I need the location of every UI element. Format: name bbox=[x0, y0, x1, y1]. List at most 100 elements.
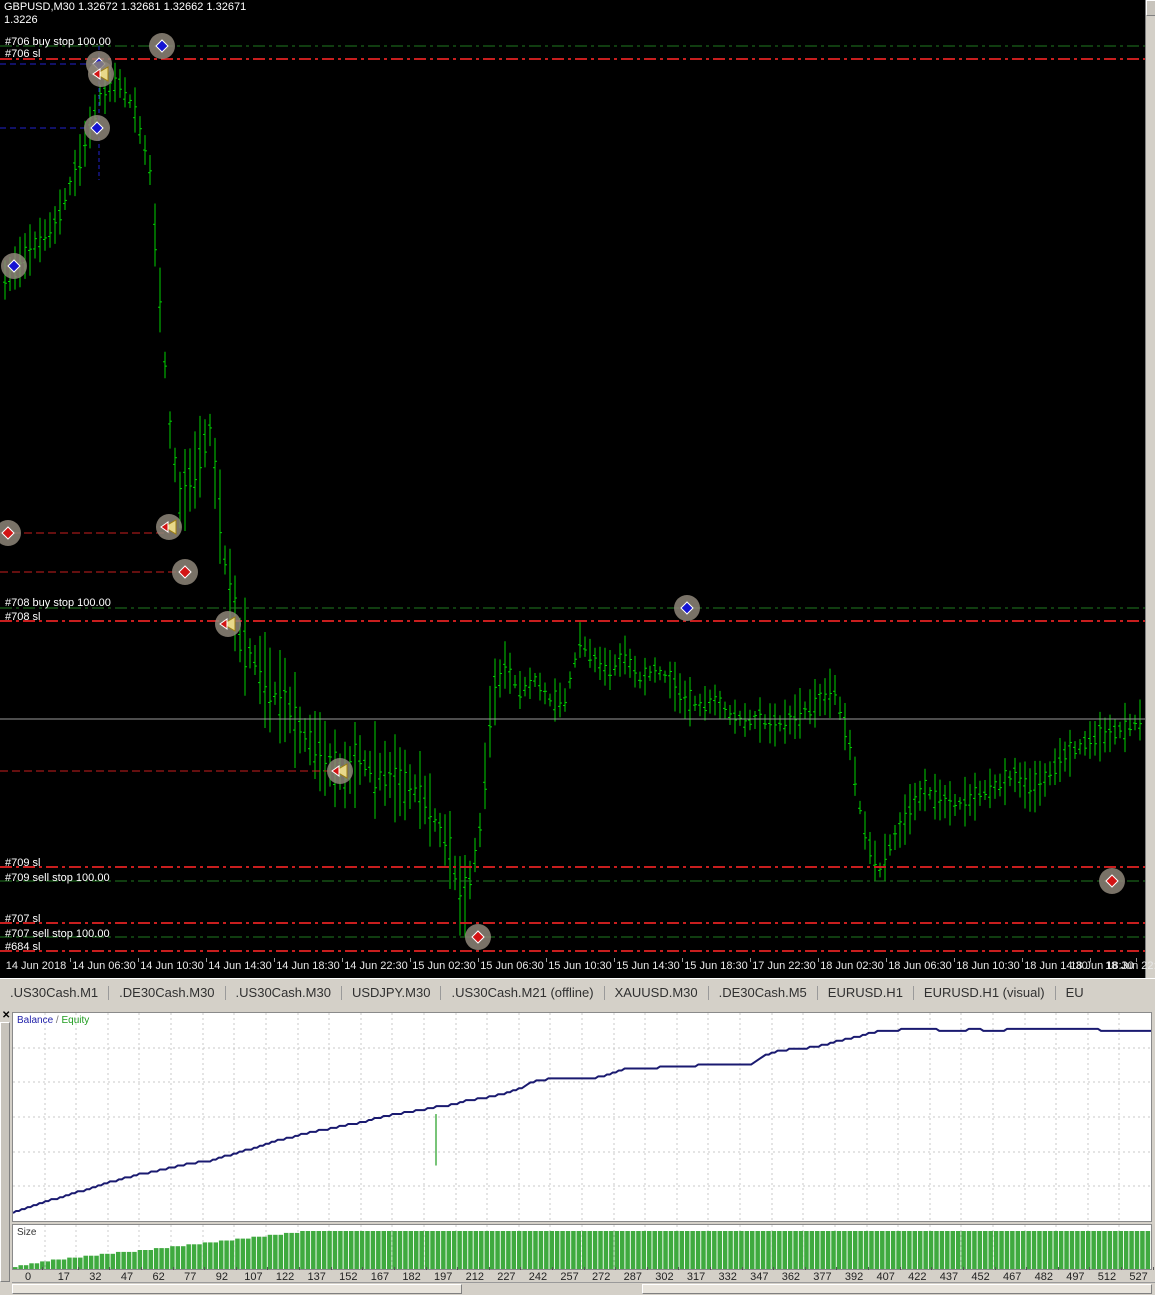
report-axis-tick-label: 452 bbox=[971, 1271, 990, 1283]
report-axis-tick-label: 32 bbox=[89, 1271, 102, 1283]
size-bar bbox=[208, 1242, 213, 1269]
size-bar bbox=[576, 1231, 582, 1269]
report-axis-tick-mark bbox=[109, 1267, 111, 1270]
size-bar bbox=[533, 1231, 538, 1269]
size-bar bbox=[1031, 1231, 1037, 1269]
size-bar bbox=[1096, 1231, 1102, 1269]
size-bar bbox=[766, 1231, 771, 1269]
size-bar bbox=[240, 1238, 246, 1269]
tab-us30cash-m21-offline[interactable]: .US30Cash.M21 (offline) bbox=[451, 985, 594, 1000]
report-axis-tick-label: 242 bbox=[528, 1271, 548, 1283]
chart-vertical-scrollbar[interactable] bbox=[1145, 0, 1155, 978]
size-bar bbox=[636, 1231, 641, 1269]
size-bar bbox=[321, 1231, 327, 1269]
time-axis-tick-mark bbox=[478, 958, 479, 962]
size-bar bbox=[787, 1231, 793, 1269]
price-chart[interactable]: GBPUSD,M30 1.32672 1.32681 1.32662 1.326… bbox=[0, 0, 1145, 978]
tab-separator bbox=[603, 986, 605, 1000]
size-bar bbox=[473, 1231, 479, 1269]
report-axis-tick-label: 287 bbox=[623, 1271, 642, 1283]
report-axis-tick-mark bbox=[77, 1267, 79, 1270]
tab-de30cash-m5[interactable]: .DE30Cash.M5 bbox=[718, 985, 807, 1000]
time-axis-tick-label: 18 Jun 06:30 bbox=[888, 960, 952, 972]
size-bar bbox=[180, 1246, 186, 1269]
time-axis-tick-mark bbox=[206, 958, 207, 962]
size-bar bbox=[522, 1231, 527, 1269]
tab-de30cash-m30[interactable]: .DE30Cash.M30 bbox=[119, 985, 215, 1000]
size-bar bbox=[18, 1265, 23, 1269]
report-axis-tick-mark bbox=[836, 1267, 838, 1270]
size-bar bbox=[191, 1244, 197, 1269]
chart-tab-strip[interactable]: .US30Cash.M1 .DE30Cash.M30 .US30Cash.M30 US… bbox=[0, 978, 1155, 1007]
tab-us30cash-m30[interactable]: .US30Cash.M30 bbox=[235, 985, 331, 1000]
size-bar bbox=[587, 1231, 592, 1269]
size-bar bbox=[983, 1231, 988, 1269]
size-bar bbox=[847, 1231, 853, 1269]
report-axis-tick-label: 167 bbox=[370, 1271, 390, 1283]
tab-usdjpy-m30[interactable]: USDJPY.M30 bbox=[351, 985, 431, 1000]
report-axis-tick-mark bbox=[646, 1267, 648, 1270]
size-bar bbox=[858, 1231, 863, 1269]
report-axis-tick-label: 512 bbox=[1097, 1271, 1117, 1283]
tab-eurusd-h1-visual[interactable]: EURUSD.H1 (visual) bbox=[923, 985, 1045, 1000]
size-bar bbox=[744, 1231, 750, 1269]
size-bar bbox=[83, 1255, 88, 1269]
balance-line bbox=[13, 1027, 1151, 1214]
balance-equity-chart[interactable]: Balance / Equity bbox=[12, 1012, 1152, 1222]
time-axis-tick-label: 14 Jun 2018 bbox=[5, 960, 67, 972]
size-bar bbox=[1145, 1231, 1151, 1269]
size-bar bbox=[143, 1250, 148, 1269]
size-bar bbox=[126, 1251, 132, 1269]
size-bar bbox=[50, 1259, 56, 1269]
size-bar bbox=[641, 1231, 647, 1269]
chart-vertical-scrollbar-thumb[interactable] bbox=[1146, 0, 1155, 16]
report-axis-tick-label: 317 bbox=[686, 1271, 706, 1283]
report-hscrollbar-thumb-right[interactable] bbox=[642, 1284, 1152, 1294]
time-axis-tick-mark bbox=[342, 958, 343, 962]
size-bar bbox=[820, 1231, 825, 1269]
size-bar bbox=[1102, 1231, 1107, 1269]
size-bar bbox=[993, 1231, 999, 1269]
size-bar bbox=[267, 1234, 273, 1269]
size-bar bbox=[121, 1251, 126, 1269]
size-bar bbox=[500, 1231, 506, 1269]
size-bar bbox=[690, 1231, 695, 1269]
report-axis-tick-label: 467 bbox=[1002, 1271, 1022, 1283]
report-axis-tick-mark bbox=[551, 1267, 553, 1270]
report-x-axis: 0 17 32 47 62 77 92 107 122 137 152 167 182 197 212 227… bbox=[12, 1267, 1154, 1286]
size-bar bbox=[462, 1231, 468, 1269]
size-chart[interactable]: Size bbox=[12, 1224, 1152, 1270]
size-bar bbox=[159, 1248, 164, 1269]
size-bar bbox=[305, 1231, 311, 1269]
tab-eurusd-h1[interactable]: EURUSD.H1 bbox=[827, 985, 903, 1000]
size-bar bbox=[896, 1231, 901, 1269]
report-axis-tick-label: 302 bbox=[655, 1271, 674, 1283]
tab-us30cash-m1[interactable]: .US30Cash.M1 bbox=[10, 985, 99, 1000]
report-axis-tick-mark bbox=[741, 1267, 743, 1270]
report-axis-tick-label: 92 bbox=[215, 1271, 228, 1283]
size-bar bbox=[717, 1231, 722, 1269]
time-axis-tick-label: 15 Jun 18:30 bbox=[684, 960, 748, 972]
time-axis-tick-mark bbox=[1090, 958, 1091, 962]
size-bar bbox=[376, 1231, 381, 1269]
tab-eu[interactable]: EU bbox=[1065, 985, 1084, 1000]
size-bar bbox=[852, 1231, 858, 1269]
tab-xauusd-m30[interactable]: XAUUSD.M30 bbox=[614, 985, 698, 1000]
close-icon[interactable]: ✕ bbox=[2, 1010, 11, 1021]
size-bar bbox=[554, 1231, 560, 1269]
report-horizontal-scrollbar[interactable] bbox=[12, 1282, 1155, 1295]
report-axis-tick-mark bbox=[931, 1267, 933, 1270]
size-bar bbox=[72, 1257, 78, 1269]
size-bar bbox=[771, 1231, 777, 1269]
order-label: #708 buy stop 100.00 bbox=[5, 597, 111, 609]
size-bar bbox=[1058, 1231, 1064, 1269]
strategy-tester-report-panel: ✕ Balance / Equity Size 0 17 32 47 62 77 92 107… bbox=[0, 1006, 1155, 1294]
report-hscrollbar-thumb-left[interactable] bbox=[12, 1284, 462, 1294]
size-bar bbox=[831, 1231, 836, 1269]
size-bar bbox=[110, 1253, 116, 1269]
size-bar bbox=[13, 1267, 18, 1269]
time-axis-tick-label: 18 Jun 14:30 bbox=[1024, 960, 1088, 972]
report-axis-tick-mark bbox=[457, 1267, 459, 1270]
report-vertical-scrollbar[interactable] bbox=[0, 1022, 10, 1282]
size-bar bbox=[451, 1231, 457, 1269]
